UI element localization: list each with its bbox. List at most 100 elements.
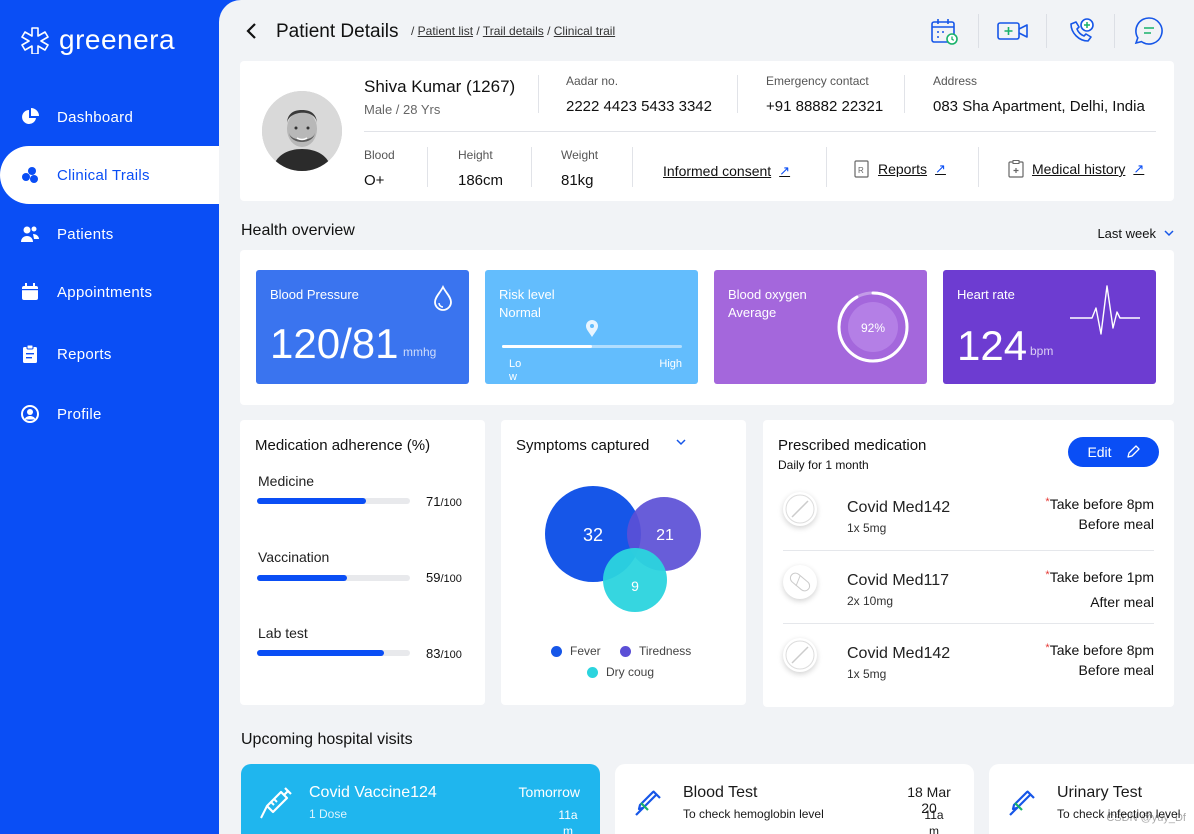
top-bar: Patient Details / Patient list / Trail d…	[219, 0, 1194, 62]
legend-dot	[620, 645, 631, 657]
adherence-value: 71/100	[426, 494, 462, 509]
symptoms-venn-diagram: 32 21 9	[545, 486, 701, 612]
watermark: CSDN @yuy_Df	[1106, 812, 1186, 824]
legend-label: Tiredness	[639, 644, 692, 658]
legend-item-fever: Fever	[551, 644, 601, 658]
medical-history-label: Medical history	[1032, 161, 1126, 177]
adherence-bar-fill	[257, 650, 384, 656]
chevron-down-icon[interactable]	[676, 439, 686, 446]
aadar-label: Aadar no.	[566, 74, 619, 88]
phone-call-button[interactable]	[1046, 14, 1114, 48]
adherence-bar	[257, 650, 410, 656]
capsule-icon	[783, 565, 817, 599]
legend-label: Fever	[570, 644, 601, 658]
schedule-button[interactable]	[910, 14, 978, 48]
chevron-down-icon	[1164, 230, 1174, 237]
oxygen-label: Blood oxygen	[728, 287, 807, 302]
breadcrumb-clinical-trail[interactable]: Clinical trail	[553, 24, 616, 38]
chat-button[interactable]	[1114, 14, 1182, 48]
adherence-label: Vaccination	[258, 549, 330, 565]
avatar	[262, 91, 342, 171]
visit-card[interactable]: Urinary Test To check infection level	[989, 764, 1194, 834]
medical-star-icon	[21, 27, 49, 54]
location-pin-icon	[586, 320, 598, 337]
visit-card[interactable]: Covid Vaccine124 1 Dose Tomorrow 11a m	[241, 764, 600, 834]
test-tube-icon	[1009, 790, 1035, 816]
visit-subtitle: To check hemoglobin level	[683, 807, 824, 821]
sidebar-item-profile[interactable]: Profile	[0, 385, 219, 443]
venn-value: 32	[583, 525, 603, 545]
medication-adherence-card: Medication adherence (%) Medicine 71/100…	[240, 420, 485, 705]
prescribed-title: Prescribed medication	[778, 437, 927, 454]
divider	[978, 147, 979, 187]
sidebar-item-clinical-trails[interactable]: Clinical Trails	[0, 146, 219, 204]
visit-date: 18 Mar 20	[907, 784, 951, 816]
calendar-icon	[22, 283, 38, 300]
water-drop-icon	[434, 285, 452, 311]
pill-icon	[783, 638, 817, 672]
risk-low-label: Lo w	[509, 358, 522, 383]
edit-button[interactable]: Edit	[1068, 437, 1159, 467]
adherence-title: Medication adherence (%)	[255, 437, 431, 454]
divider	[826, 147, 827, 187]
back-arrow-icon[interactable]	[245, 22, 259, 40]
prescribed-medication-card: Prescribed medication Daily for 1 month …	[763, 420, 1174, 707]
venn-circle-dry-cough	[603, 548, 667, 612]
external-link-icon: ↗	[935, 161, 946, 176]
breadcrumb-patient-list[interactable]: Patient list	[417, 24, 474, 38]
heart-label: Heart rate	[957, 287, 1015, 302]
risk-status: Normal	[499, 305, 541, 320]
heart-unit: bpm	[1030, 344, 1054, 358]
adherence-bar	[257, 575, 410, 581]
medication-name: Covid Med142	[847, 499, 951, 516]
medication-meal: Before meal	[1078, 662, 1154, 678]
breadcrumb-trail-details[interactable]: Trail details	[482, 24, 544, 38]
heartbeat-icon	[1070, 285, 1140, 335]
svg-text:R: R	[858, 166, 864, 175]
sidebar-item-patients[interactable]: Patients	[0, 205, 219, 263]
logo[interactable]: greenera	[21, 24, 175, 56]
height-label: Height	[458, 148, 493, 162]
heart-rate-tile[interactable]: Heart rate 124 bpm	[943, 270, 1156, 384]
risk-high-label: High	[659, 358, 682, 370]
address-value: 083 Sha Apartment, Delhi, India	[933, 98, 1145, 115]
visit-card[interactable]: Blood Test To check hemoglobin level 18 …	[615, 764, 974, 834]
blood-pressure-tile[interactable]: Blood Pressure 120/81 mmhg	[256, 270, 469, 384]
sidebar-item-label: Profile	[57, 405, 102, 423]
medication-name: Covid Med117	[847, 572, 949, 589]
period-select[interactable]: Last week	[1097, 226, 1174, 241]
medication-row[interactable]: Covid Med142 1x 5mg *Take before 8pm Bef…	[783, 623, 1154, 695]
prescribed-subtitle: Daily for 1 month	[778, 458, 869, 472]
symptoms-title: Symptoms captured	[516, 437, 650, 454]
upcoming-visits-title: Upcoming hospital visits	[241, 731, 413, 748]
adherence-number: 59	[426, 570, 441, 585]
prescription-icon: R	[854, 160, 869, 178]
informed-consent-link[interactable]: Informed consent ↗	[663, 163, 790, 179]
legend-item-dry-cough: Dry coug	[587, 665, 654, 679]
patient-card: Shiva Kumar (1267) Male / 28 Yrs Aadar n…	[240, 61, 1174, 201]
venn-value: 21	[656, 527, 674, 544]
medication-row[interactable]: Covid Med142 1x 5mg *Take before 8pm Bef…	[783, 478, 1154, 550]
sidebar-item-dashboard[interactable]: Dashboard	[0, 88, 219, 146]
medical-history-link[interactable]: Medical history ↗	[1008, 160, 1144, 178]
adherence-label: Lab test	[258, 625, 308, 641]
risk-level-tile[interactable]: Risk level Normal Lo w High	[485, 270, 698, 384]
medication-row[interactable]: Covid Med117 2x 10mg *Take before 1pm Af…	[783, 550, 1154, 622]
visit-subtitle: To check infection level	[1057, 807, 1181, 821]
pill-icon	[783, 492, 817, 526]
blood-oxygen-tile[interactable]: Blood oxygen Average 92%	[714, 270, 927, 384]
reports-link[interactable]: R Reports ↗	[854, 160, 946, 178]
sidebar-item-appointments[interactable]: Appointments	[0, 263, 219, 321]
user-circle-icon	[21, 405, 39, 423]
sidebar: greenera Dashboard Clinical Trails Patie…	[0, 0, 219, 834]
medication-dose: 1x 5mg	[847, 521, 887, 535]
visit-subtitle: 1 Dose	[309, 807, 348, 821]
external-link-icon: ↗	[1133, 161, 1145, 176]
address-label: Address	[933, 74, 978, 88]
sidebar-item-reports[interactable]: Reports	[0, 325, 219, 383]
risk-slider-fill	[502, 345, 592, 348]
divider	[364, 131, 1156, 132]
medication-time: Take before 1pm	[1049, 569, 1154, 585]
legend-dot	[587, 666, 598, 678]
video-call-button[interactable]	[978, 14, 1046, 48]
